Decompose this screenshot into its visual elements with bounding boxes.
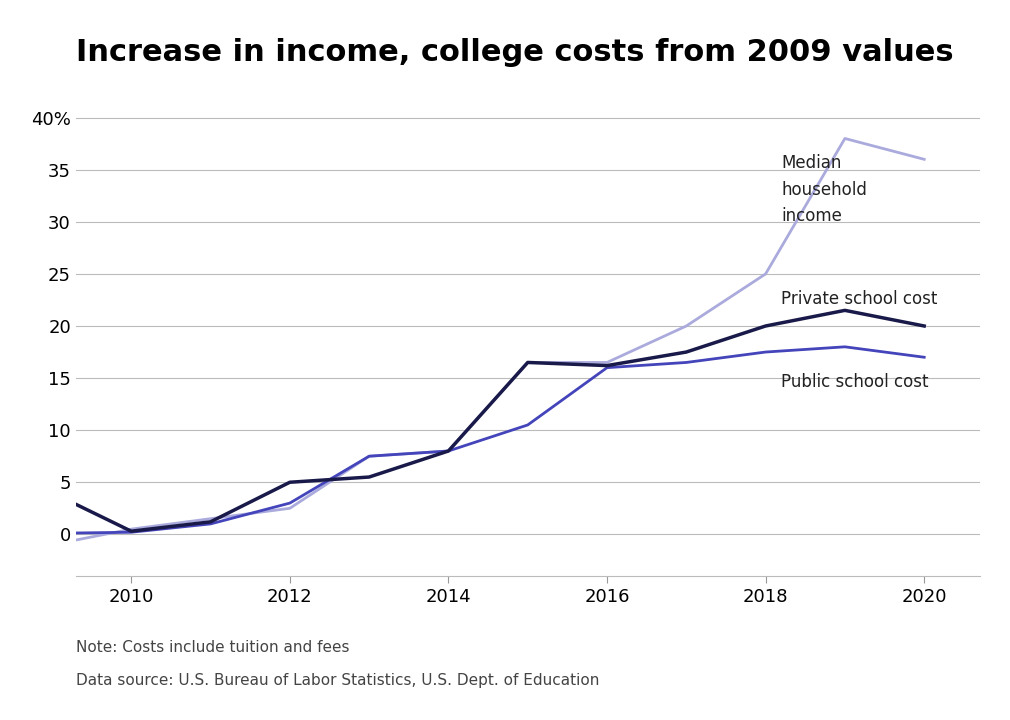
- Text: Note: Costs include tuition and fees: Note: Costs include tuition and fees: [76, 639, 349, 654]
- Text: Data source: U.S. Bureau of Labor Statistics, U.S. Dept. of Education: Data source: U.S. Bureau of Labor Statis…: [76, 673, 599, 688]
- Text: Public school cost: Public school cost: [782, 373, 929, 391]
- Text: Private school cost: Private school cost: [782, 289, 938, 307]
- Text: Median
household
income: Median household income: [782, 154, 868, 225]
- Text: Increase in income, college costs from 2009 values: Increase in income, college costs from 2…: [76, 38, 953, 68]
